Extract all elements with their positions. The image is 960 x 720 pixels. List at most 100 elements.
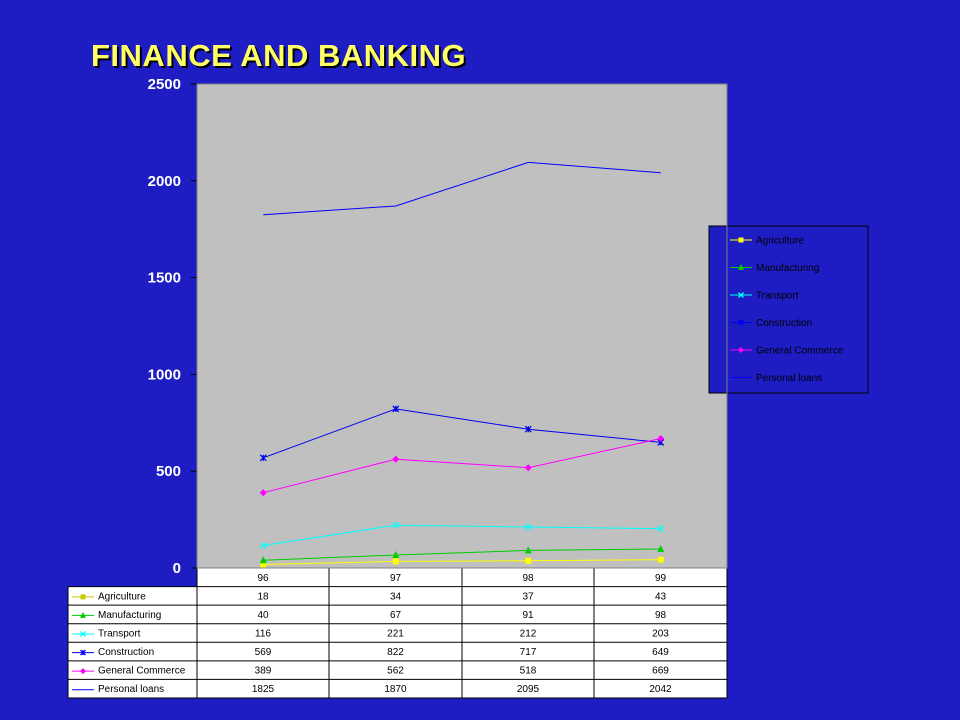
legend: Agriculture Manufacturing Transport Constru… [708, 225, 869, 394]
table-cell: 67 [390, 610, 402, 621]
table-row: Agriculture 18 34 37 43 [72, 591, 666, 602]
data-point-general-commerce [392, 455, 400, 463]
data-point-agriculture [525, 557, 532, 564]
table-cell: 717 [520, 647, 537, 658]
series-general-commerce [259, 434, 665, 497]
y-tick-label: 1000 [148, 366, 181, 383]
table-cell: 1825 [252, 684, 275, 695]
legend-item-general-commerce: General Commerce [730, 346, 844, 357]
table-row-label: Personal loans [98, 684, 164, 695]
table-row-marker [80, 611, 86, 618]
table-cell: 2042 [649, 684, 672, 695]
legend-marker [738, 237, 744, 243]
data-point-construction [392, 405, 400, 413]
table-row-marker [80, 649, 86, 656]
table-cell: 43 [655, 591, 667, 602]
table-header-cell: 96 [257, 573, 269, 584]
series-line-manufacturing [263, 548, 661, 561]
legend-marker [738, 347, 744, 353]
series-line-transport [263, 524, 661, 546]
plot-border [196, 83, 728, 569]
table-row-label: Transport [98, 629, 141, 640]
series-line-agriculture [263, 559, 661, 565]
table-cell: 40 [257, 610, 269, 621]
series-line-construction [263, 408, 661, 459]
table-cell: 37 [522, 591, 534, 602]
data-point-construction [524, 425, 532, 433]
legend-marker [738, 319, 744, 326]
legend-label: Personal loans [756, 373, 822, 384]
data-point-general-commerce [259, 489, 267, 497]
table-row-label: Agriculture [98, 591, 146, 602]
table-cell: 221 [387, 629, 404, 640]
table-row-marker [80, 594, 86, 600]
data-point-agriculture [392, 558, 399, 565]
legend-marker [738, 264, 744, 270]
legend-item-agriculture: Agriculture [730, 236, 804, 247]
table-cell: 98 [655, 610, 667, 621]
table-row-label: General Commerce [98, 666, 186, 677]
table-cell: 34 [390, 591, 402, 602]
data-point-general-commerce [657, 434, 665, 442]
legend-item-manufacturing: Manufacturing [730, 263, 819, 274]
table-row-marker [80, 668, 86, 675]
table-cell: 2095 [517, 684, 540, 695]
legend-label: General Commerce [756, 346, 844, 357]
table-cell: 1870 [384, 684, 407, 695]
y-tick-label: 2000 [148, 173, 181, 190]
table-cell: 669 [652, 666, 669, 677]
table-row-label: Construction [98, 647, 154, 658]
table-cell: 649 [652, 647, 669, 658]
table-cell: 569 [255, 647, 272, 658]
series-layer [259, 161, 665, 568]
series-line-personal-loans [263, 161, 661, 216]
legend-marker [738, 292, 744, 298]
data-point-agriculture [657, 556, 664, 563]
legend-item-transport: Transport [730, 291, 799, 302]
table-cell: 116 [255, 629, 271, 640]
data-point-manufacturing [524, 546, 532, 554]
data-point-transport [657, 525, 665, 533]
data-point-construction [259, 454, 267, 462]
table-row: General Commerce 389 562 518 669 [72, 666, 669, 677]
table-cell: 562 [387, 666, 404, 677]
series-construction [259, 405, 665, 462]
table-header-cell: 99 [655, 573, 667, 584]
table-cell: 212 [520, 629, 537, 640]
data-point-manufacturing [657, 545, 665, 553]
y-tick-label: 500 [156, 463, 181, 480]
legend-label: Construction [756, 318, 812, 329]
table-row-label: Manufacturing [98, 610, 161, 621]
table-cell: 18 [257, 591, 269, 602]
table-cell: 389 [255, 666, 272, 677]
table-header-cell: 97 [390, 573, 402, 584]
legend-label: Manufacturing [756, 263, 819, 274]
series-line-general-commerce [263, 438, 661, 494]
data-point-manufacturing [259, 556, 267, 564]
table-cell: 822 [387, 647, 404, 658]
y-tick-label: 0 [173, 560, 181, 577]
table-row: Transport 116 221 212 203 [72, 629, 669, 640]
table-header-cell: 98 [522, 573, 534, 584]
series-transport [259, 521, 665, 550]
series-personal-loans [263, 161, 661, 216]
series-manufacturing [259, 545, 665, 564]
legend-item-personal-loans: Personal loans [730, 373, 822, 384]
data-point-manufacturing [392, 551, 400, 559]
data-table: 96 97 98 99 Agriculture 18 34 37 43 Manufacturing… [67, 567, 728, 699]
legend-label: Agriculture [756, 236, 804, 247]
y-tick-label: 2500 [148, 76, 181, 93]
legend-item-construction: Construction [730, 318, 812, 329]
table-cell: 203 [652, 629, 669, 640]
page-title: FINANCE AND BANKING [91, 38, 467, 73]
table-row: Manufacturing 40 67 91 98 [72, 610, 666, 621]
data-point-transport [259, 542, 267, 550]
series-agriculture [260, 556, 664, 568]
legend-box [708, 225, 869, 394]
plot-area [197, 84, 727, 568]
table-cell: 518 [520, 666, 537, 677]
table-cell: 91 [522, 610, 534, 621]
data-point-agriculture [260, 561, 267, 568]
table-row: Construction 569 822 717 649 [72, 647, 669, 658]
